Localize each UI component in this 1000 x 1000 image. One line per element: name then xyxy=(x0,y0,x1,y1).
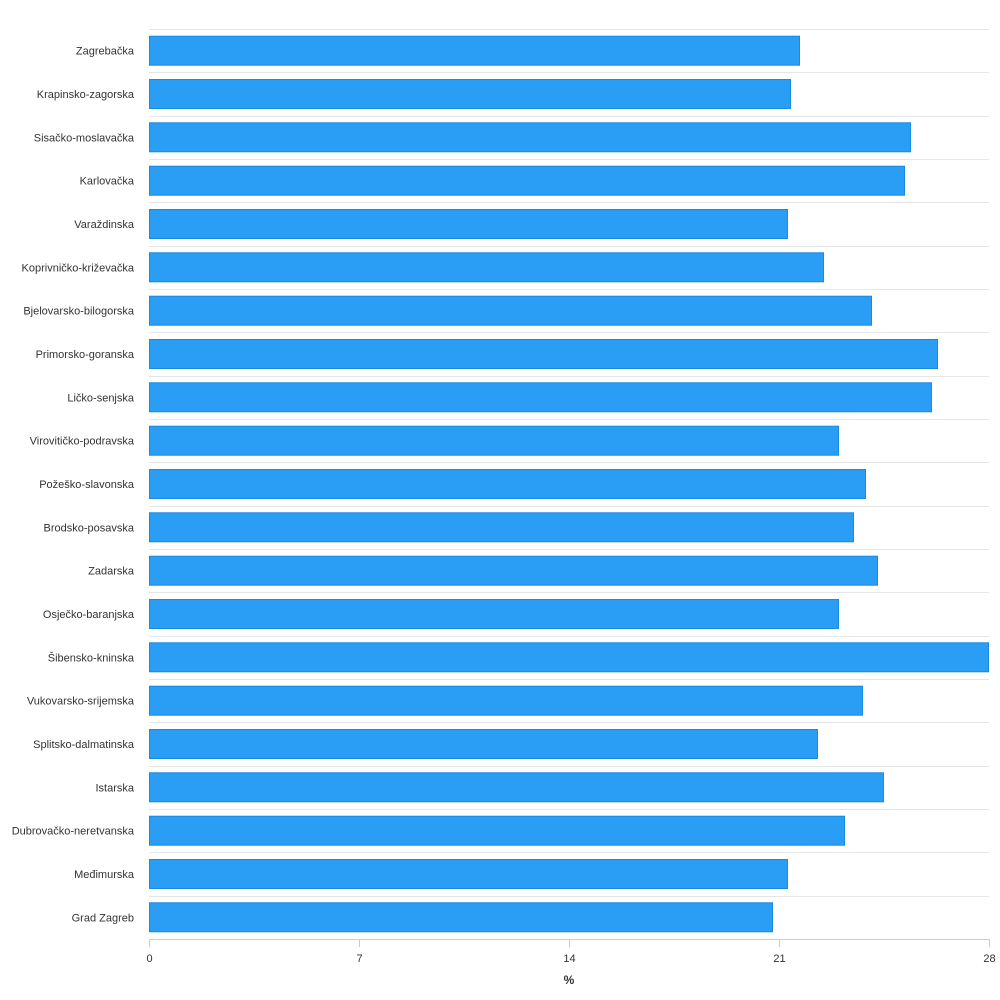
bar[interactable] xyxy=(149,122,911,153)
bar[interactable] xyxy=(149,469,866,499)
category-label: Zadarska xyxy=(88,566,135,578)
bar[interactable] xyxy=(149,902,773,933)
category-label: Šibensko-kninska xyxy=(48,651,135,664)
category-label: Primorsko-goranska xyxy=(36,349,135,361)
category-label: Bjelovarsko-bilogorska xyxy=(23,306,135,318)
bar[interactable] xyxy=(149,815,845,846)
bar[interactable] xyxy=(149,165,905,196)
bar[interactable] xyxy=(149,209,788,239)
category-label: Krapinsko-zagorska xyxy=(37,89,135,101)
x-tick-label: 0 xyxy=(146,953,152,965)
category-label: Karlovačka xyxy=(80,176,135,188)
category-label: Sisačko-moslavačka xyxy=(34,132,135,144)
category-label: Ličko-senjska xyxy=(67,392,135,404)
category-label: Virovitičko-podravska xyxy=(30,436,135,448)
x-axis: 0 7 14 21 28 xyxy=(146,939,996,965)
category-label: Vukovarsko-srijemska xyxy=(27,696,135,708)
category-labels: Zagrebačka Krapinsko-zagorska Sisačko-mosl… xyxy=(12,46,135,925)
bar[interactable] xyxy=(149,339,938,369)
bar[interactable] xyxy=(149,425,839,456)
category-label: Istarska xyxy=(95,782,134,794)
category-label: Grad Zagreb xyxy=(72,912,134,924)
x-tick-label: 21 xyxy=(773,953,785,965)
bar[interactable] xyxy=(149,685,863,716)
bar[interactable] xyxy=(149,729,818,759)
category-label: Požeško-slavonska xyxy=(39,479,135,491)
category-label: Osječko-baranjska xyxy=(43,609,135,621)
bar[interactable] xyxy=(149,382,932,413)
category-label: Brodsko-posavska xyxy=(44,522,135,534)
bar[interactable] xyxy=(149,859,788,889)
category-label: Splitsko-dalmatinska xyxy=(33,739,135,751)
bar[interactable] xyxy=(149,555,878,586)
bar[interactable] xyxy=(149,295,872,326)
bar[interactable] xyxy=(149,252,824,283)
bar-series xyxy=(149,35,989,933)
category-label: Koprivničko-križevačka xyxy=(22,262,135,274)
x-axis-title: % xyxy=(564,973,575,987)
category-label: Međimurska xyxy=(74,869,135,881)
category-label: Dubrovačko-neretvanska xyxy=(12,826,135,838)
x-tick-label: 28 xyxy=(983,953,995,965)
x-tick-label: 7 xyxy=(356,953,362,965)
bar[interactable] xyxy=(149,642,989,673)
bar[interactable] xyxy=(149,599,839,629)
category-label: Varaždinska xyxy=(74,219,135,231)
bar[interactable] xyxy=(149,772,884,803)
bar[interactable] xyxy=(149,79,791,109)
bar[interactable] xyxy=(149,512,854,543)
bar[interactable] xyxy=(149,35,800,66)
category-label: Zagrebačka xyxy=(76,46,135,58)
x-tick-label: 14 xyxy=(563,953,575,965)
